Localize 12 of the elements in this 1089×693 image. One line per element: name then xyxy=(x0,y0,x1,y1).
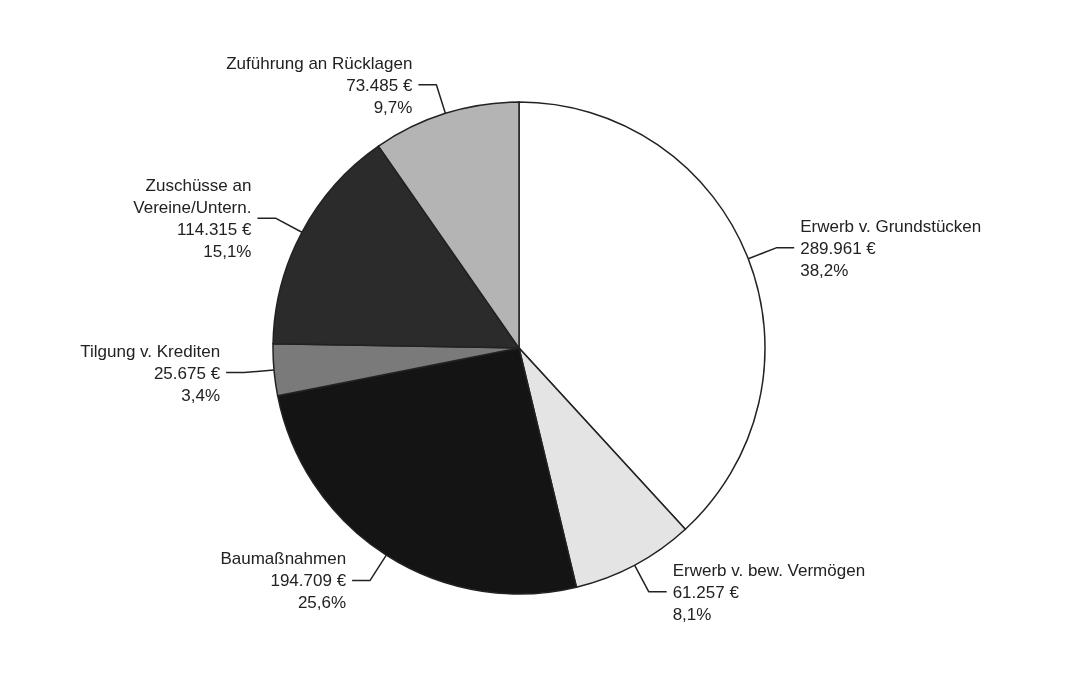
slice-label: Zuführung an Rücklagen xyxy=(226,53,413,73)
slice-label: Zuschüsse an Vereine/Untern. xyxy=(133,176,252,218)
slice-label: Erwerb v. bew. Vermögen xyxy=(672,560,866,580)
data-label: 25.675 € 3,4% xyxy=(153,363,221,405)
data-label: 114.315 € 15,1% xyxy=(177,220,252,262)
slice-label: Erwerb v. Grundstücken xyxy=(800,216,982,236)
slice-label: Baumaßnahmen xyxy=(220,549,347,569)
data-label: 73.485 € 9,7% xyxy=(346,75,413,117)
data-label: 194.709 € 25,6% xyxy=(270,571,347,613)
data-label: 61.257 € 8,1% xyxy=(672,582,740,624)
data-label: 289.961 € 38,2% xyxy=(800,238,877,280)
slice-label: Tilgung v. Krediten xyxy=(80,341,221,361)
